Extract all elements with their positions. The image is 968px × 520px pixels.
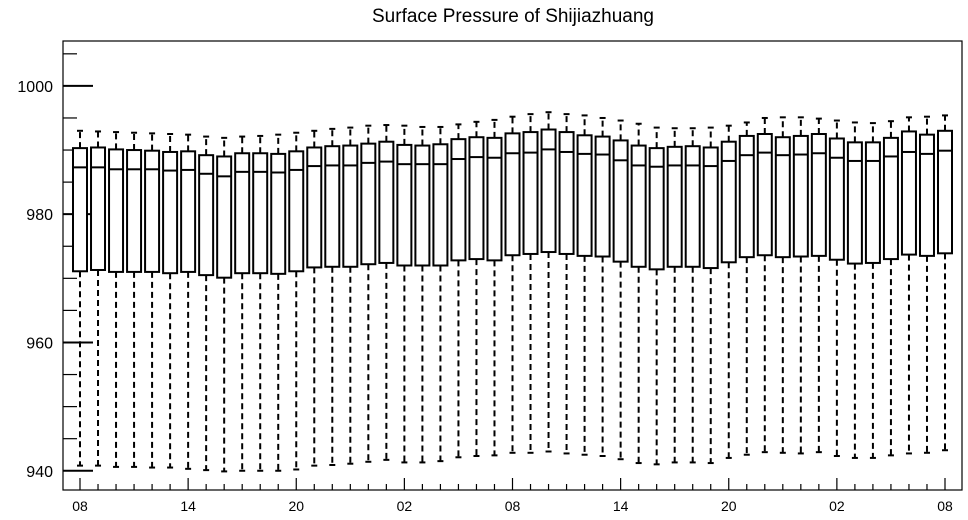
- box: [324, 145, 341, 268]
- x-tick-label: 02: [397, 498, 413, 514]
- box: [216, 155, 233, 279]
- x-tick-label: 20: [288, 498, 304, 514]
- box: [108, 148, 125, 273]
- box: [630, 144, 647, 268]
- box: [540, 128, 557, 254]
- box: [864, 141, 881, 264]
- x-tick-label: 08: [505, 498, 521, 514]
- x-tick-label: 14: [613, 498, 629, 514]
- box: [774, 136, 791, 259]
- x-tick-label: 08: [937, 498, 953, 514]
- box: [378, 140, 395, 264]
- plot-layer: 940 960 980 1000 08 14 20 02 08 14 20 02 08: [17, 40, 963, 514]
- box: [486, 136, 503, 262]
- y-tick-label: 960: [26, 335, 53, 352]
- box: [576, 134, 593, 257]
- box: [234, 152, 251, 275]
- box: [937, 129, 953, 255]
- box: [414, 144, 431, 267]
- y-tick-label: 1000: [17, 79, 53, 96]
- x-tick-label: 02: [829, 498, 845, 514]
- box: [342, 144, 359, 268]
- box: [198, 154, 215, 277]
- box: [72, 147, 88, 273]
- x-tick-label: 08: [72, 498, 88, 514]
- box: [846, 141, 863, 265]
- box: [504, 132, 521, 257]
- box: [792, 134, 809, 258]
- box: [522, 131, 539, 255]
- box: [90, 146, 107, 271]
- box: [558, 131, 575, 255]
- y-tick-label: 940: [26, 464, 53, 481]
- x-tick-label: 20: [721, 498, 737, 514]
- box: [396, 143, 413, 267]
- x-tick-label: 14: [180, 498, 196, 514]
- box: [432, 143, 449, 267]
- box: [738, 134, 755, 259]
- box: [720, 140, 737, 264]
- box: [648, 147, 665, 271]
- box: [288, 150, 305, 273]
- box: [666, 145, 683, 268]
- box: [450, 138, 467, 262]
- box: [756, 133, 773, 257]
- box: [900, 130, 917, 256]
- box: [684, 145, 701, 268]
- box: [306, 146, 323, 269]
- box: [810, 133, 827, 257]
- box: [702, 146, 719, 270]
- box: [252, 152, 269, 275]
- box: [882, 136, 899, 261]
- box: [612, 139, 629, 263]
- box: [468, 136, 485, 261]
- box: [828, 137, 845, 261]
- box: [360, 142, 377, 266]
- box: [144, 149, 161, 273]
- box: [270, 152, 287, 275]
- y-tick-label: 980: [26, 207, 53, 224]
- box: [594, 135, 611, 258]
- box: [180, 150, 197, 273]
- box: [918, 133, 935, 257]
- chart-title: Surface Pressure of Shijiazhuang: [372, 6, 654, 27]
- box: [126, 149, 143, 273]
- box: [162, 150, 179, 275]
